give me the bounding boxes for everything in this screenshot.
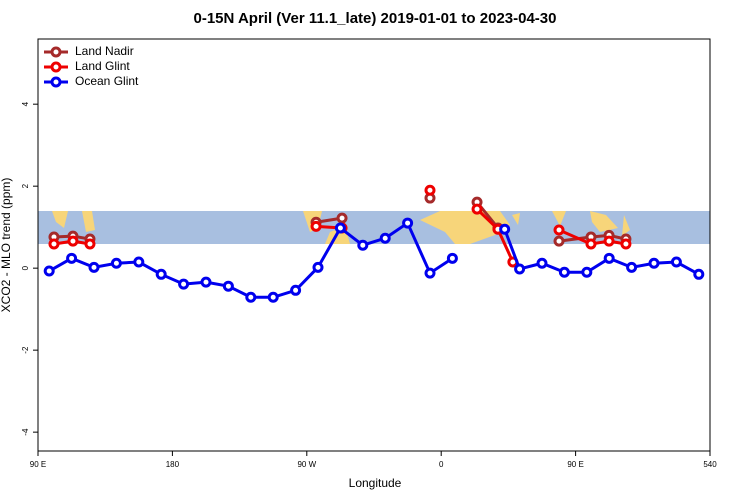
point	[88, 261, 100, 273]
point	[424, 184, 436, 196]
point	[312, 261, 324, 273]
x-tick-label: 540	[703, 460, 717, 469]
point	[603, 252, 615, 264]
point	[670, 256, 682, 268]
point	[336, 212, 348, 224]
legend-marker	[50, 61, 62, 73]
legend-marker	[50, 46, 62, 58]
x-tick-label: 180	[166, 460, 180, 469]
point	[67, 235, 79, 247]
plot-frame	[37, 38, 711, 452]
point	[424, 267, 436, 279]
point	[84, 238, 96, 250]
point	[267, 291, 279, 303]
point	[133, 256, 145, 268]
x-tick-label: 90 E	[567, 460, 583, 469]
point	[585, 238, 597, 250]
point	[334, 222, 346, 234]
point	[222, 280, 234, 292]
y-tick-label: 4	[21, 101, 30, 106]
point	[379, 232, 391, 244]
point	[110, 257, 122, 269]
x-tick-label: 90 W	[297, 460, 316, 469]
point	[536, 257, 548, 269]
point	[693, 268, 705, 280]
point	[290, 284, 302, 296]
point	[471, 203, 483, 215]
point	[553, 235, 565, 247]
point	[603, 235, 615, 247]
point	[581, 266, 593, 278]
point	[66, 252, 78, 264]
y-tick-label: -2	[21, 346, 30, 354]
x-axis-label: Longitude	[349, 476, 402, 490]
point	[245, 291, 257, 303]
point	[48, 238, 60, 250]
y-tick-label: 0	[21, 265, 30, 270]
y-tick-label: -4	[21, 428, 30, 436]
point	[446, 252, 458, 264]
point	[155, 268, 167, 280]
y-axis-label: XCO2 - MLO trend (ppm)	[0, 178, 13, 313]
x-tick-label: 0	[439, 460, 444, 469]
point	[648, 257, 660, 269]
legend-label: Land Nadir	[75, 44, 134, 58]
y-tick-label: 2	[21, 183, 30, 188]
legend-label: Land Glint	[75, 59, 130, 73]
point	[310, 220, 322, 232]
point	[558, 266, 570, 278]
x-tick-label: 90 E	[30, 460, 46, 469]
point	[402, 217, 414, 229]
point	[553, 224, 565, 236]
chart-title: 0-15N April (Ver 11.1_late) 2019-01-01 t…	[194, 10, 557, 27]
point	[499, 223, 511, 235]
legend-marker	[50, 76, 62, 88]
point	[178, 278, 190, 290]
point	[200, 276, 212, 288]
point	[626, 261, 638, 273]
point	[43, 265, 55, 277]
point	[620, 238, 632, 250]
point	[514, 263, 526, 275]
legend-label: Ocean Glint	[75, 74, 139, 88]
map-band	[38, 211, 710, 244]
point	[357, 239, 369, 251]
